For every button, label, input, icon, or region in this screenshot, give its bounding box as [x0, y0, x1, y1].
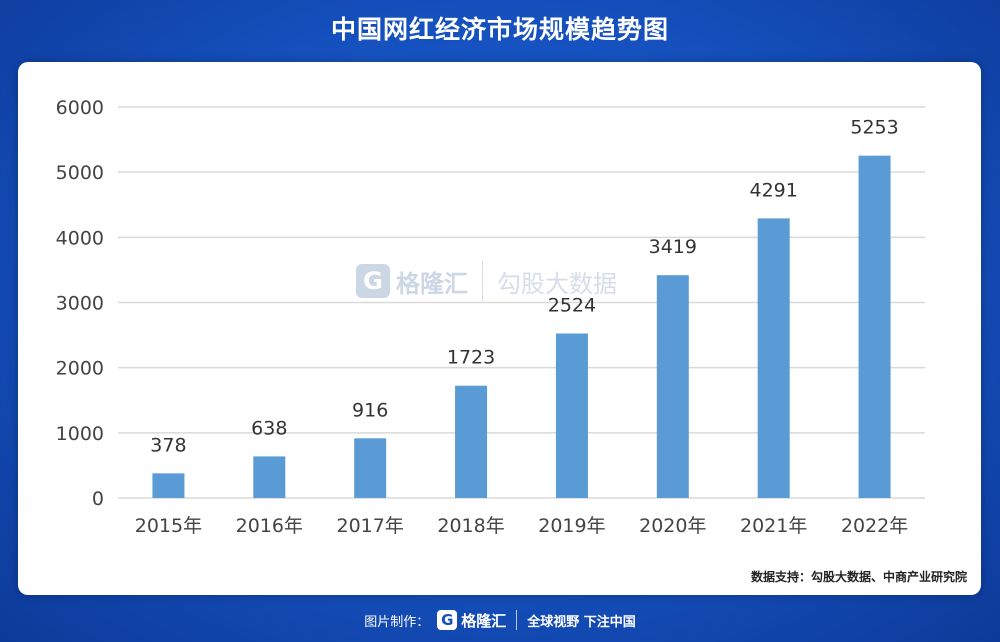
- y-tick-label: 3000: [56, 293, 104, 315]
- y-tick-label: 1000: [56, 423, 104, 445]
- chart-title: 中国网红经济市场规模趋势图: [330, 15, 669, 44]
- data-label: 638: [251, 417, 287, 439]
- data-label: 916: [352, 399, 388, 421]
- chart-card: 0 1000 2000 3000 4000 5000 6000 378 2015年 638 2016…: [18, 62, 981, 595]
- footer-slogan: 全球视野 下注中国: [527, 614, 636, 630]
- data-label: 378: [150, 434, 186, 456]
- x-tick-label: 2015年: [135, 515, 202, 537]
- watermark: G 格隆汇 勾股大数据: [356, 256, 617, 306]
- y-tick-label: 5000: [56, 162, 104, 184]
- x-tick-label: 2020年: [639, 515, 706, 537]
- y-tick-label: 4000: [56, 227, 104, 249]
- data-label: 5253: [850, 117, 898, 139]
- bar: [253, 456, 286, 498]
- y-tick-label: 0: [92, 488, 104, 510]
- bar: [455, 385, 488, 498]
- watermark-name: 格隆汇: [396, 269, 468, 298]
- footer-prefix: 图片制作：: [364, 614, 430, 630]
- footer-name: 格隆汇: [461, 611, 507, 630]
- footer-logo-icon: G: [437, 610, 458, 630]
- x-tick-label: 2017年: [337, 515, 404, 537]
- x-tick-label: 2019年: [538, 515, 605, 537]
- data-label: 3419: [649, 236, 697, 258]
- bar: [354, 438, 387, 498]
- bar: [152, 473, 185, 498]
- watermark-divider: [482, 261, 483, 301]
- watermark-logo-icon: G: [356, 264, 390, 298]
- data-label: 2524: [548, 295, 596, 317]
- bar: [858, 155, 891, 498]
- data-label: 4291: [750, 179, 798, 201]
- data-label: 1723: [447, 347, 495, 369]
- y-tick-label: 6000: [56, 97, 104, 119]
- watermark-brand: 勾股大数据: [497, 269, 617, 298]
- footer-divider: [516, 610, 518, 630]
- bar: [757, 218, 790, 499]
- source-note: 数据支持：勾股大数据、中商产业研究院: [750, 570, 967, 584]
- y-tick-label: 2000: [56, 358, 104, 380]
- x-tick-label: 2022年: [841, 515, 908, 537]
- bar: [656, 275, 689, 498]
- bar-chart: 0 1000 2000 3000 4000 5000 6000 378 2015年 638 2016…: [56, 97, 925, 537]
- x-tick-label: 2021年: [740, 515, 807, 537]
- bar: [555, 333, 588, 498]
- x-tick-label: 2018年: [437, 515, 504, 537]
- x-tick-label: 2016年: [236, 515, 303, 537]
- footer: 图片制作： G 格隆汇 全球视野 下注中国: [0, 604, 1000, 636]
